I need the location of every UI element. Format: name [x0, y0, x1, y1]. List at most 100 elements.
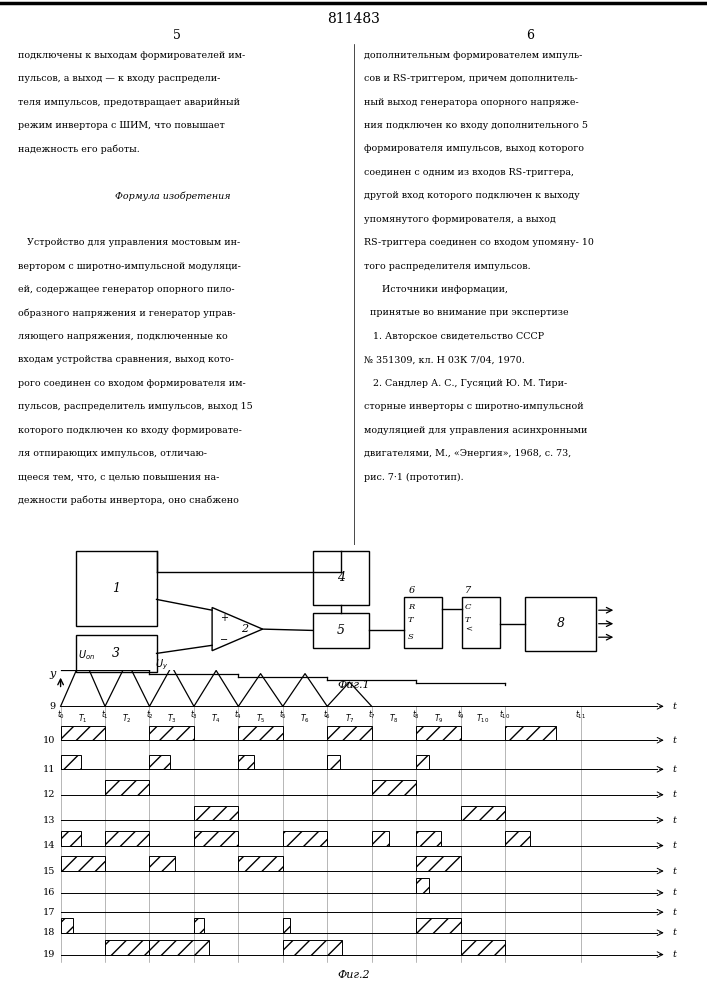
Bar	[149, 755, 170, 769]
Text: $T_{10}$: $T_{10}$	[477, 712, 489, 725]
Text: $t_2$: $t_2$	[146, 708, 153, 721]
Bar	[416, 918, 460, 933]
Bar	[416, 856, 460, 871]
Text: 811483: 811483	[327, 12, 380, 26]
Text: t: t	[672, 888, 676, 897]
Text: вертором с широтно-импульсной модуляци-: вертором с широтно-импульсной модуляци-	[18, 262, 240, 271]
Bar	[462, 597, 500, 648]
Text: $t_1$: $t_1$	[101, 708, 109, 721]
Bar	[61, 831, 81, 846]
Text: t: t	[672, 908, 676, 917]
Text: $T_3$: $T_3$	[167, 712, 177, 725]
Text: t: t	[672, 702, 676, 711]
Bar	[238, 856, 283, 871]
Bar	[460, 806, 505, 820]
Text: $T_7$: $T_7$	[344, 712, 354, 725]
Text: $t_8$: $t_8$	[412, 708, 420, 721]
Text: T: T	[464, 616, 470, 624]
Text: −: −	[220, 635, 228, 645]
Bar	[194, 918, 204, 933]
Text: 19: 19	[43, 950, 56, 959]
Text: $T_5$: $T_5$	[256, 712, 265, 725]
Text: $T_6$: $T_6$	[300, 712, 310, 725]
Text: t: t	[672, 765, 676, 774]
Text: 11: 11	[43, 765, 56, 774]
Bar	[238, 755, 254, 769]
Text: режим инвертора с ШИМ, что повышает: режим инвертора с ШИМ, что повышает	[18, 121, 224, 130]
Bar	[313, 613, 368, 648]
Bar	[283, 940, 342, 955]
Bar	[416, 755, 428, 769]
Text: Фиг.2: Фиг.2	[337, 970, 370, 980]
Text: 8: 8	[556, 617, 565, 630]
Text: 6: 6	[409, 586, 415, 595]
Bar	[194, 831, 238, 846]
Bar	[327, 726, 372, 740]
Text: Фиг.1: Фиг.1	[337, 680, 370, 690]
Bar	[372, 831, 390, 846]
Text: $t_9$: $t_9$	[457, 708, 464, 721]
Bar	[505, 831, 530, 846]
Text: 18: 18	[43, 928, 56, 937]
Text: щееся тем, что, с целью повышения на-: щееся тем, что, с целью повышения на-	[18, 473, 219, 482]
Bar	[313, 551, 368, 605]
Text: 15: 15	[43, 867, 56, 876]
Text: модуляцией для управления асинхронными: модуляцией для управления асинхронными	[364, 426, 588, 435]
Bar	[460, 940, 505, 955]
Text: 12: 12	[43, 790, 56, 799]
Text: 4: 4	[337, 571, 345, 584]
Text: 13: 13	[43, 816, 56, 825]
Bar	[505, 726, 556, 740]
Bar	[416, 878, 428, 893]
Text: сторные инверторы с широтно-импульсной: сторные инверторы с широтно-импульсной	[364, 402, 584, 411]
Text: t: t	[672, 950, 676, 959]
Text: рого соединен со входом формирователя им-: рого соединен со входом формирователя им…	[18, 379, 245, 388]
Text: пульсов, а выход — к входу распредели-: пульсов, а выход — к входу распредели-	[18, 74, 220, 83]
Text: сов и RS-триггером, причем дополнитель-: сов и RS-триггером, причем дополнитель-	[364, 74, 578, 83]
Text: теля импульсов, предотвращает аварийный: теля импульсов, предотвращает аварийный	[18, 98, 240, 107]
Text: входам устройства сравнения, выход кото-: входам устройства сравнения, выход кото-	[18, 355, 233, 364]
Text: того распределителя импульсов.: того распределителя импульсов.	[364, 262, 531, 271]
Bar	[327, 755, 340, 769]
Text: S: S	[408, 633, 414, 641]
Text: двигателями, М., «Энергия», 1968, с. 73,: двигателями, М., «Энергия», 1968, с. 73,	[364, 449, 571, 458]
Text: дополнительным формирователем импуль-: дополнительным формирователем импуль-	[364, 51, 583, 60]
Bar	[194, 806, 238, 820]
Text: 7: 7	[464, 586, 471, 595]
Text: R: R	[408, 603, 414, 611]
Bar	[105, 940, 149, 955]
Text: +: +	[220, 613, 228, 623]
Bar	[149, 940, 209, 955]
Text: C: C	[464, 603, 471, 611]
Text: t: t	[672, 816, 676, 825]
Text: $T_1$: $T_1$	[78, 712, 88, 725]
Bar	[283, 918, 291, 933]
Text: 14: 14	[43, 841, 56, 850]
Text: t: t	[672, 736, 676, 745]
Text: RS-триггера соединен со входом упомяну- 10: RS-триггера соединен со входом упомяну- …	[364, 238, 594, 247]
Text: 5: 5	[337, 624, 345, 637]
Bar	[238, 726, 283, 740]
Text: t: t	[672, 867, 676, 876]
Text: ный выход генератора опорного напряже-: ный выход генератора опорного напряже-	[364, 98, 579, 107]
Text: $t_{10}$: $t_{10}$	[499, 708, 510, 721]
Text: t: t	[672, 790, 676, 799]
Text: 1. Авторское свидетельство СССР: 1. Авторское свидетельство СССР	[364, 332, 544, 341]
Text: надежность его работы.: надежность его работы.	[18, 144, 139, 154]
Bar	[105, 780, 149, 795]
Bar	[525, 597, 596, 651]
Text: t: t	[672, 928, 676, 937]
Bar	[61, 918, 74, 933]
Text: упомянутого формирователя, а выход: упомянутого формирователя, а выход	[364, 215, 556, 224]
Text: $T_9$: $T_9$	[433, 712, 443, 725]
Text: $t_3$: $t_3$	[190, 708, 198, 721]
Text: 1: 1	[112, 582, 120, 595]
Text: 6: 6	[526, 29, 534, 42]
Text: 9: 9	[49, 702, 56, 711]
Text: пульсов, распределитель импульсов, выход 15: пульсов, распределитель импульсов, выход…	[18, 402, 252, 411]
Bar	[283, 831, 327, 846]
Bar	[76, 635, 156, 672]
Text: 10: 10	[43, 736, 56, 745]
Text: другой вход которого подключен к выходу: другой вход которого подключен к выходу	[364, 191, 580, 200]
Text: $t_6$: $t_6$	[323, 708, 332, 721]
